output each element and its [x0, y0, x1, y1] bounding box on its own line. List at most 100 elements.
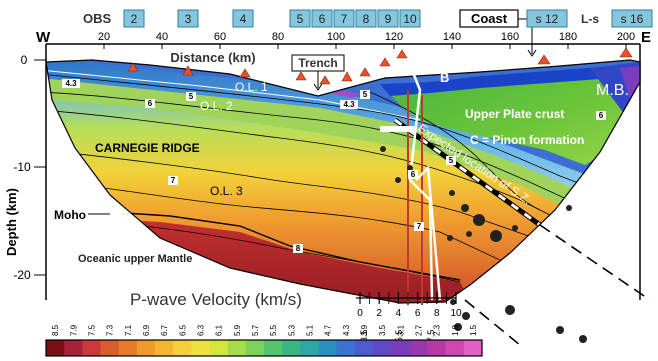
obs-header: OBS 2 3 4 5 6 7 8 9 10 Coast s 12 L-s s 16 [83, 9, 653, 57]
moho-label: Moho [54, 208, 86, 222]
colorbar-title: P-wave Velocity (km/s) [130, 290, 302, 309]
contour-tag: 8 [296, 244, 301, 253]
a-label: A [396, 61, 406, 76]
obs-number: 3 [185, 12, 192, 26]
west-label: W [36, 29, 51, 46]
obs-number: 6 [319, 12, 326, 26]
colorbar-label: 5.1 [305, 324, 314, 336]
contour-tag: 5 [363, 90, 368, 99]
colorbar-label: 3.5 [378, 324, 387, 336]
east-label: E [641, 29, 651, 46]
obs-label: OBS [83, 11, 112, 26]
ol3-label: O.L. 3 [210, 184, 243, 198]
obs-box [177, 9, 199, 28]
ls-label: L-s [581, 12, 599, 26]
colorbar-label: 7.1 [124, 324, 133, 336]
pinon-label: C = Pinon formation [470, 133, 584, 147]
contour-tag: 5 [189, 92, 194, 101]
contour-tags: 4.3 6 5 4.3 5 6 7 8 6 5 7 [62, 79, 606, 253]
x-tick-label: 60 [214, 31, 226, 43]
colorbar-label: 5.9 [233, 324, 242, 336]
velocity-model-body [46, 60, 640, 303]
x-tick-label: 200 [617, 31, 635, 43]
colorbar-label: 1.9 [451, 324, 460, 336]
obs-box [232, 9, 254, 28]
y-tick-10: -10 [13, 160, 31, 174]
b-label: B [440, 70, 449, 85]
coast-label: Coast [471, 11, 508, 26]
x-axis-ticks: 20 40 60 80 100 120 140 160 180 200 [98, 31, 635, 49]
obs-box [399, 9, 421, 28]
contour-tag: 7 [171, 176, 176, 185]
y-axis: 0 -10 -20 Depth (km) [4, 53, 46, 282]
inset-tick-label: 8 [434, 308, 440, 319]
obs-number: 5 [297, 12, 304, 26]
colorbar-label: 6.9 [142, 324, 151, 336]
obs-number: 7 [341, 12, 348, 26]
x-tick-label: 40 [156, 31, 168, 43]
contour-tag: 6 [411, 170, 416, 179]
model-outline [45, 59, 641, 304]
colorbar-swatch [118, 340, 138, 356]
inset-tick-label: 6 [415, 308, 421, 319]
inset-lower-tick: 5.5 [394, 330, 404, 343]
colorbar: 8.5 7.9 7.5 7.3 7.1 6.9 6.7 6.5 6.3 6.1 5.9 5.7 5.5 5… [45, 324, 483, 357]
inset-lower-tick: 7.5 [426, 330, 436, 343]
colorbar-swatch [100, 340, 120, 356]
inset-tick-label: 4 [396, 308, 402, 319]
x-tick-label: 80 [272, 31, 284, 43]
colorbar-label: 4.7 [324, 324, 333, 336]
colorbar-swatch [336, 340, 356, 356]
x-tick-label: 20 [98, 31, 110, 43]
mantle-label: Oceanic upper Mantle [78, 253, 192, 265]
contour-tag: 6 [148, 99, 153, 108]
colorbar-swatch [82, 340, 101, 356]
colorbar-swatch [445, 340, 465, 356]
colorbar-label: 6.5 [178, 324, 187, 336]
colorbar-label: 8.5 [51, 324, 60, 336]
colorbar-swatch [409, 340, 428, 356]
x-tick-label: 120 [385, 31, 403, 43]
colorbar-swatch [209, 340, 229, 356]
upper-plate-label: Upper Plate crust [465, 107, 564, 121]
x-axis-label: Distance (km) [170, 50, 255, 65]
obs-number: 10 [403, 12, 417, 26]
colorbar-label: 4.3 [342, 324, 351, 336]
colorbar-swatch [173, 340, 192, 356]
colorbar-label: 7.5 [87, 324, 96, 336]
event-dots [380, 146, 587, 343]
y-tick-0: 0 [21, 53, 28, 67]
colorbar-label: 5.3 [287, 324, 296, 336]
colorbar-swatch [282, 340, 301, 356]
contour-tag: 4.3 [65, 79, 77, 88]
x-tick-label: 100 [327, 31, 345, 43]
station-s12-label: s 12 [536, 12, 559, 26]
obs-number: 8 [363, 12, 370, 26]
borehole-overlay [380, 57, 442, 305]
mb-label: M.B. [596, 82, 629, 99]
obs-box [377, 9, 399, 28]
obs-box [355, 9, 377, 28]
colorbar-label: 3.1 [396, 324, 405, 336]
colorbar-swatch [354, 340, 374, 356]
colorbar-swatch [64, 340, 83, 356]
colorbar-label: 3.9 [360, 324, 369, 336]
colorbar-swatch [227, 340, 247, 356]
obs-number: 9 [385, 12, 392, 26]
y-axis-label: Depth (km) [4, 188, 19, 256]
obs-box [123, 9, 145, 28]
colorbar-swatch [191, 340, 210, 356]
inset-tick-label: 10 [450, 308, 462, 319]
station-s16-label: s 16 [621, 12, 644, 26]
ol1-label: O.L. 1 [235, 80, 268, 94]
colorbar-swatch [264, 340, 283, 356]
colorbar-swatch [300, 340, 319, 356]
station-triangles [127, 47, 633, 85]
colorbar-label: 7.3 [106, 324, 115, 336]
colorbar-label: 5.7 [251, 324, 260, 336]
colorbar-swatch [155, 340, 174, 356]
inset-tick-label: 0 [357, 308, 363, 319]
inset-tick-label: 2 [376, 308, 382, 319]
colorbar-label: 1.5 [469, 324, 478, 336]
